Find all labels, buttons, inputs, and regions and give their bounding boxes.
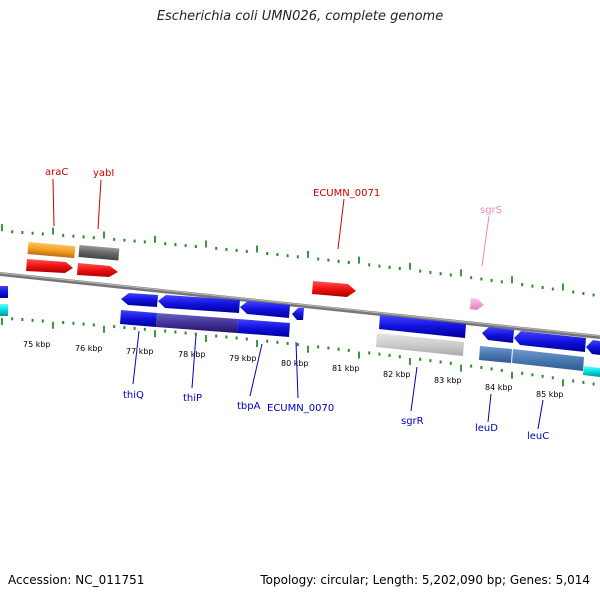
left-edge-cds (0, 286, 8, 316)
gene-track-lower (120, 310, 600, 377)
outer-tick-ring (1, 224, 595, 297)
cds-leud[interactable] (482, 327, 514, 343)
label-ecumn-0070[interactable]: ECUMN_0070 (267, 403, 334, 414)
genome-backbone (0, 272, 600, 339)
cds-thiq[interactable] (121, 293, 158, 307)
label-thiq[interactable]: thiQ (123, 390, 144, 401)
map-title: Escherichia coli UMN026, complete genome (156, 9, 444, 24)
label-leuc[interactable]: leuC (527, 431, 549, 442)
label-sgrr[interactable]: sgrR (401, 416, 424, 427)
gene-leud-box[interactable] (479, 346, 512, 363)
gene-arac-box[interactable] (27, 242, 76, 259)
gene-thip-box[interactable] (156, 313, 238, 333)
scale-labels: 75 kbp 76 kbp 77 kbp 78 kbp 79 kbp 80 kb… (23, 340, 564, 399)
bottom-gene-labels: thiQ thiP tbpA ECUMN_0070 sgrR leuD leuC (123, 330, 549, 442)
cds-ecumn-0071[interactable] (312, 281, 356, 297)
cds-ecumn-0070[interactable] (292, 308, 304, 320)
label-arac[interactable]: araC (45, 167, 68, 178)
top-gene-labels: araC yabI ECUMN_0071 sgrS (45, 167, 502, 267)
cds-left-blue[interactable] (0, 286, 8, 298)
cds-right-edge[interactable] (586, 340, 600, 355)
scale-label-81: 81 kbp (332, 364, 360, 373)
cds-arac[interactable] (26, 259, 73, 273)
scale-label-80: 80 kbp (281, 359, 309, 368)
cds-left-cyan[interactable] (0, 304, 8, 316)
cds-tbpa[interactable] (240, 301, 290, 318)
accession-label: Accession: NC_011751 (8, 573, 145, 587)
cds-thip[interactable] (158, 295, 240, 313)
scale-label-77: 77 kbp (126, 347, 154, 356)
scale-label-82: 82 kbp (383, 370, 411, 379)
gene-sgrs[interactable] (470, 298, 484, 310)
gene-tbpa-box[interactable] (237, 319, 290, 337)
gene-right-cyan-box[interactable] (583, 366, 600, 377)
scale-label-75: 75 kbp (23, 340, 51, 349)
reverse-cds-track (121, 293, 600, 355)
inner-tick-ring (1, 317, 595, 387)
gene-track-upper (27, 242, 120, 261)
cds-yabi[interactable] (77, 263, 118, 277)
cds-sgrr[interactable] (379, 315, 466, 338)
gene-leuc-box[interactable] (512, 349, 584, 371)
cds-leuc[interactable] (514, 331, 586, 352)
label-yabi[interactable]: yabI (93, 168, 114, 179)
gene-sgrr-box[interactable] (376, 333, 464, 356)
scale-label-76: 76 kbp (75, 344, 103, 353)
scale-label-79: 79 kbp (229, 354, 257, 363)
scale-label-85: 85 kbp (536, 390, 564, 399)
label-sgrs[interactable]: sgrS (480, 205, 502, 216)
label-leud[interactable]: leuD (475, 423, 498, 434)
label-thip[interactable]: thiP (183, 393, 202, 404)
scale-label-78: 78 kbp (178, 350, 206, 359)
forward-cds-track (26, 259, 484, 310)
scale-label-83: 83 kbp (434, 376, 462, 385)
genome-summary: Topology: circular; Length: 5,202,090 bp… (260, 573, 590, 587)
label-tbpa[interactable]: tbpA (237, 401, 261, 412)
gene-yabi-box[interactable] (78, 245, 120, 261)
gene-thiq-box[interactable] (120, 310, 157, 327)
scale-label-84: 84 kbp (485, 383, 513, 392)
label-ecumn-0071[interactable]: ECUMN_0071 (313, 188, 380, 199)
